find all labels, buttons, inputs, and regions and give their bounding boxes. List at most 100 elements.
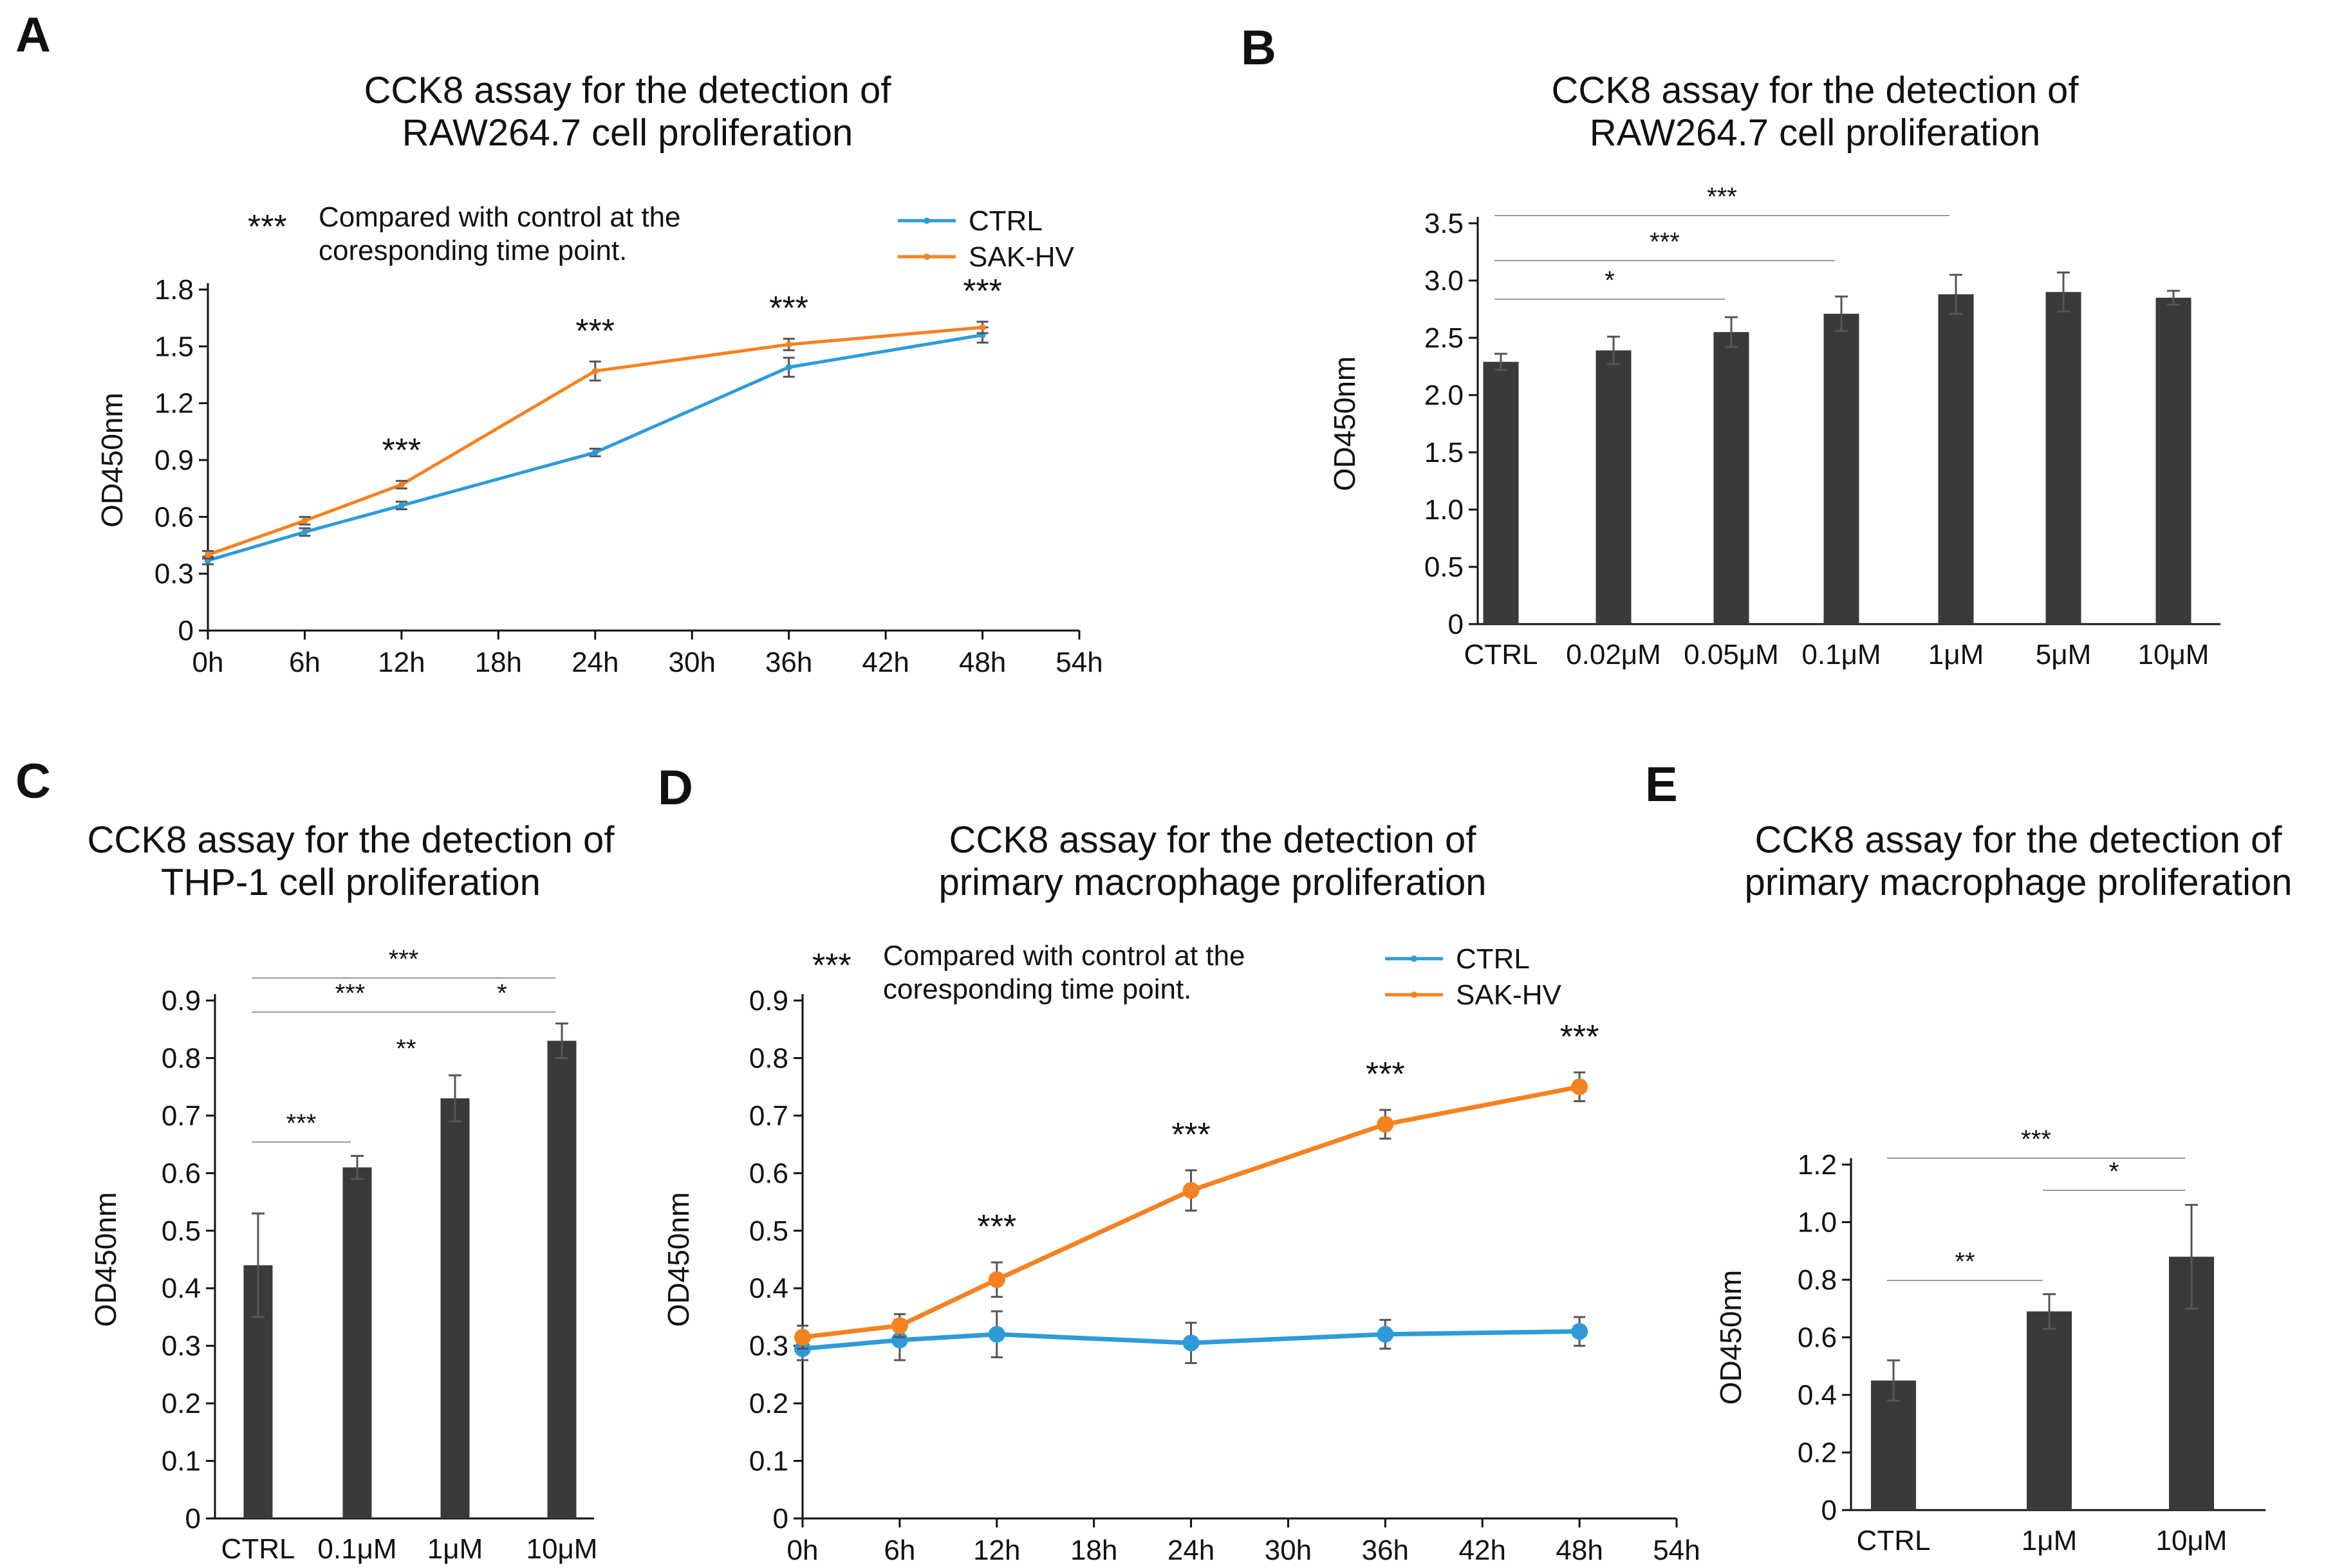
significance-marker: *** [977, 1208, 1016, 1246]
y-tick-label: 1.2 [1798, 1149, 1837, 1181]
y-tick-label: 0 [1448, 609, 1464, 640]
significance-marker: ** [396, 1035, 416, 1063]
x-tick-label: 24h [1168, 1535, 1214, 1566]
data-point-sak-hv [205, 551, 211, 558]
y-tick-label: 0.6 [1798, 1322, 1837, 1354]
y-tick-label: 0.6 [749, 1158, 788, 1189]
y-tick-label: 0.8 [1798, 1264, 1837, 1296]
significance-marker: *** [1707, 183, 1737, 211]
y-tick-label: 0.4 [749, 1273, 788, 1304]
x-tick-label: 36h [765, 647, 812, 678]
note-text-line: Compared with control at the [883, 940, 1245, 972]
legend-marker-sak-hv [924, 254, 930, 260]
bar-3 [1823, 313, 1859, 624]
y-tick-label: 0.2 [1798, 1437, 1837, 1469]
significance-marker: * [1605, 266, 1615, 295]
chart-b: CCK8 assay for the detection ofRAW264.7 … [1328, 69, 2220, 670]
data-point-sak-hv [979, 324, 986, 331]
series-line-sak-hv [802, 1084, 1580, 1340]
x-tick-label: 42h [862, 647, 909, 678]
data-point-ctrl [891, 1331, 908, 1349]
chart-title-line: CCK8 assay for the detection of [949, 819, 1477, 861]
y-tick-label: 0.2 [162, 1388, 201, 1419]
x-tick-label: 30h [669, 647, 716, 678]
y-tick-label: 0.2 [749, 1388, 788, 1419]
bar-4 [1938, 294, 1974, 624]
x-tick-label: 0.1μM [1801, 639, 1881, 670]
y-tick-label: 0.5 [162, 1215, 201, 1247]
x-tick-label: 0.02μM [1566, 639, 1661, 670]
bar-1 [2027, 1311, 2072, 1510]
y-tick-label: 0 [178, 615, 194, 647]
bar-6 [2155, 297, 2191, 624]
chart-title-line: RAW264.7 cell proliferation [402, 112, 853, 154]
chart-title-line: primary macrophage proliferation [1744, 862, 2292, 903]
y-axis-label: OD450nm [95, 392, 129, 528]
note-text-line: coresponding time point. [319, 235, 627, 266]
bar-5 [2045, 291, 2081, 624]
y-axis-label: OD450nm [1714, 1270, 1747, 1405]
data-point-ctrl [1571, 1323, 1588, 1340]
data-point-ctrl [591, 449, 599, 456]
y-axis-label: OD450nm [89, 1192, 122, 1327]
panel-label-a: A [15, 8, 51, 62]
data-point-ctrl [785, 364, 792, 371]
bar-2 [1713, 332, 1749, 624]
significance-marker: *** [1560, 1019, 1599, 1056]
y-tick-label: 0.3 [154, 558, 194, 590]
x-tick-label: 30h [1265, 1535, 1312, 1566]
legend-label-sak-hv: SAK-HV [1456, 979, 1561, 1011]
data-point-ctrl [1182, 1334, 1200, 1352]
legend-marker-ctrl [1411, 955, 1417, 962]
y-tick-label: 0.1 [749, 1446, 788, 1477]
y-tick-label: 2.0 [1424, 380, 1464, 411]
panel-label-c: C [15, 754, 51, 809]
y-tick-label: 0.7 [162, 1100, 201, 1132]
x-tick-label: 36h [1362, 1535, 1409, 1566]
chart-title-line: primary macrophage proliferation [938, 862, 1486, 903]
y-tick-label: 1.5 [1424, 437, 1464, 468]
y-tick-label: 0.8 [162, 1042, 201, 1074]
x-tick-label: 0.1μM [317, 1533, 396, 1565]
note-text-line: Compared with control at the [319, 201, 681, 233]
data-point-sak-hv [794, 1329, 811, 1346]
y-tick-label: 0.1 [162, 1446, 201, 1477]
panel-label-e: E [1645, 757, 1678, 812]
y-tick-label: 0 [185, 1503, 201, 1535]
significance-marker: *** [769, 290, 808, 327]
x-tick-label: 12h [378, 647, 425, 678]
note-stars: *** [812, 947, 851, 984]
significance-marker: *** [1366, 1056, 1405, 1093]
x-tick-label: 5μM [2036, 639, 2091, 670]
bar-0 [1483, 362, 1519, 624]
data-point-ctrl [301, 528, 308, 535]
y-tick-label: 0.5 [1424, 551, 1464, 583]
legend-marker-sak-hv [1411, 992, 1417, 998]
y-tick-label: 1.8 [154, 274, 194, 306]
data-point-sak-hv [398, 481, 405, 488]
chart-title-line: CCK8 assay for the detection of [1755, 819, 2283, 861]
data-point-sak-hv [1377, 1116, 1394, 1133]
x-tick-label: CTRL [1857, 1525, 1931, 1556]
legend-label-ctrl: CTRL [969, 205, 1043, 237]
data-point-sak-hv [891, 1317, 908, 1334]
y-tick-label: 3.0 [1424, 265, 1464, 297]
y-tick-label: 0.5 [749, 1215, 788, 1247]
significance-marker: *** [286, 1109, 317, 1138]
x-tick-label: 54h [1056, 647, 1103, 678]
significance-marker: *** [389, 945, 419, 973]
x-tick-label: 12h [973, 1535, 1020, 1566]
x-tick-label: 54h [1653, 1535, 1700, 1566]
data-point-sak-hv [988, 1271, 1005, 1288]
x-tick-label: CTRL [1464, 639, 1538, 670]
y-tick-label: 1.5 [154, 331, 194, 362]
significance-marker: *** [963, 273, 1002, 310]
bar-1 [1596, 350, 1632, 624]
significance-marker: *** [575, 313, 615, 350]
significance-marker: *** [1650, 228, 1680, 256]
x-tick-label: 18h [1070, 1535, 1117, 1566]
x-tick-label: 0h [787, 1535, 819, 1566]
series-line-ctrl [802, 1329, 1580, 1351]
